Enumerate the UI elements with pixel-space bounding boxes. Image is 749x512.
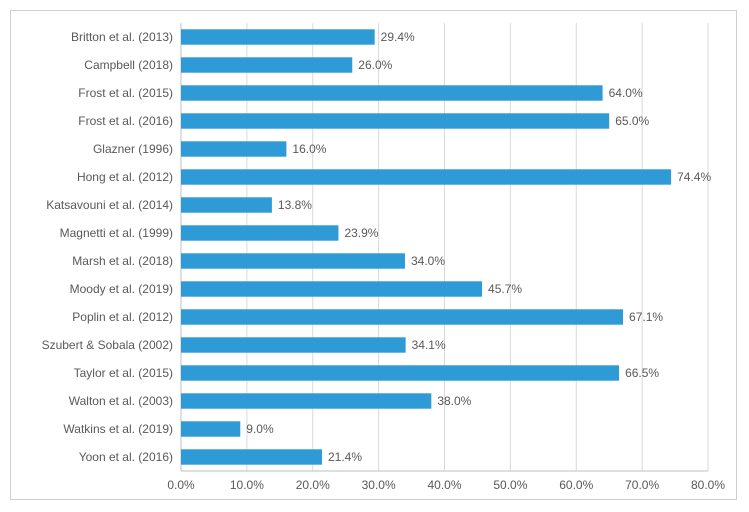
value-label: 26.0% xyxy=(358,58,392,72)
x-tick-label: 0.0% xyxy=(167,478,195,492)
value-label: 16.0% xyxy=(292,142,326,156)
category-label: Frost et al. (2015) xyxy=(78,86,173,100)
value-label: 29.4% xyxy=(381,30,415,44)
value-label: 74.4% xyxy=(677,170,711,184)
bar xyxy=(181,197,272,212)
bar xyxy=(181,113,609,128)
category-label: Glazner (1996) xyxy=(93,142,173,156)
category-label: Taylor et al. (2015) xyxy=(74,366,173,380)
bar xyxy=(181,309,623,324)
bar xyxy=(181,337,406,352)
value-label: 65.0% xyxy=(615,114,649,128)
bar xyxy=(181,169,671,184)
bar xyxy=(181,57,352,72)
value-label: 45.7% xyxy=(488,282,522,296)
category-label: Yoon et al. (2016) xyxy=(79,450,173,464)
bar xyxy=(181,421,240,436)
x-tick-label: 10.0% xyxy=(230,478,264,492)
category-label: Magnetti et al. (1999) xyxy=(60,226,173,240)
category-label: Szubert & Sobala (2002) xyxy=(42,338,173,352)
bar xyxy=(181,85,603,100)
x-tick-label: 60.0% xyxy=(559,478,593,492)
value-label: 9.0% xyxy=(246,422,274,436)
value-label: 13.8% xyxy=(278,198,312,212)
x-tick-label: 50.0% xyxy=(493,478,527,492)
category-label: Campbell (2018) xyxy=(84,58,173,72)
value-label: 38.0% xyxy=(437,394,471,408)
value-label: 66.5% xyxy=(625,366,659,380)
x-tick-label: 40.0% xyxy=(427,478,461,492)
x-tick-label: 80.0% xyxy=(691,478,725,492)
value-label: 64.0% xyxy=(609,86,643,100)
bar xyxy=(181,281,482,296)
category-label: Poplin et al. (2012) xyxy=(72,310,173,324)
bar xyxy=(181,141,286,156)
category-label: Marsh et al. (2018) xyxy=(72,254,173,268)
value-label: 23.9% xyxy=(344,226,378,240)
category-label: Moody et al. (2019) xyxy=(70,282,173,296)
x-tick-label: 30.0% xyxy=(362,478,396,492)
chart-frame: 0.0% 10.0% 20.0% 30.0% 40.0% 50.0% 60.0% 70.0% 8… xyxy=(10,10,737,500)
x-tick-label: 70.0% xyxy=(625,478,659,492)
category-label: Britton et al. (2013) xyxy=(71,30,173,44)
x-tick-label: 20.0% xyxy=(296,478,330,492)
value-label: 21.4% xyxy=(328,450,362,464)
bar xyxy=(181,225,338,240)
bar xyxy=(181,449,322,464)
bar xyxy=(181,393,431,408)
bar xyxy=(181,253,405,268)
category-label: Hong et al. (2012) xyxy=(77,170,173,184)
bar-chart: 0.0% 10.0% 20.0% 30.0% 40.0% 50.0% 60.0% 70.0% 8… xyxy=(11,11,736,499)
bar xyxy=(181,29,375,44)
value-label: 34.1% xyxy=(412,338,446,352)
category-label: Frost et al. (2016) xyxy=(78,114,173,128)
value-label: 67.1% xyxy=(629,310,663,324)
value-label: 34.0% xyxy=(411,254,445,268)
category-label: Watkins et al. (2019) xyxy=(63,422,173,436)
category-label: Walton et al. (2003) xyxy=(69,394,173,408)
bar xyxy=(181,365,619,380)
category-label: Katsavouni et al. (2014) xyxy=(46,198,173,212)
